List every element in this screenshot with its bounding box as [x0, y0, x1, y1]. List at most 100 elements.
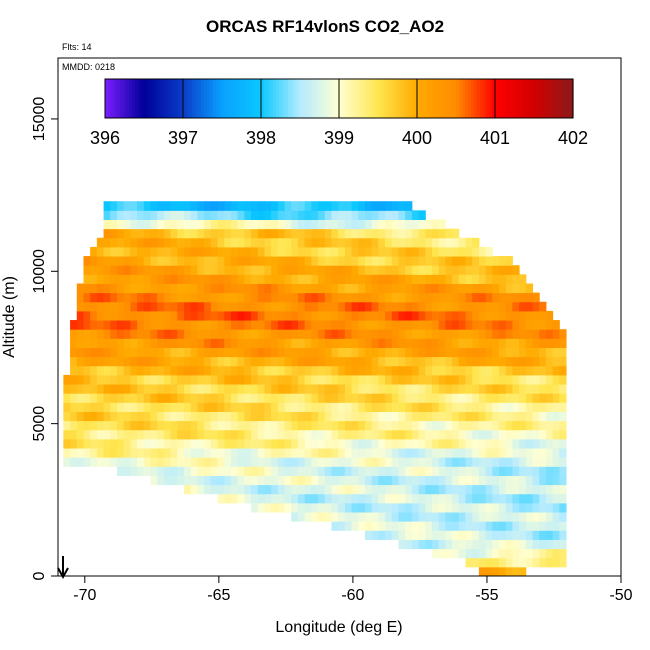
- heatmap-cell: [425, 512, 433, 522]
- heatmap-cell: [318, 301, 326, 312]
- heatmap-cell: [431, 228, 440, 239]
- heatmap-cell: [224, 237, 232, 248]
- heatmap-cell: [331, 374, 339, 385]
- heatmap-cell: [83, 365, 91, 376]
- heatmap-cell: [378, 420, 386, 431]
- heatmap-cell: [398, 457, 406, 467]
- heatmap-cell: [331, 228, 339, 239]
- heatmap-cell: [499, 539, 507, 550]
- heatmap-cell: [452, 237, 460, 248]
- colorbar-swatch: [336, 79, 340, 118]
- heatmap-cell: [237, 475, 245, 486]
- heatmap-cell: [431, 384, 440, 394]
- heatmap-cell: [331, 274, 339, 284]
- heatmap-cell: [458, 237, 466, 248]
- heatmap-cell: [351, 429, 359, 440]
- heatmap-cell: [331, 484, 339, 495]
- heatmap-cell: [190, 393, 198, 403]
- colorbar-swatch: [270, 79, 274, 118]
- heatmap-cell: [478, 310, 487, 321]
- heatmap-cell: [385, 338, 393, 348]
- colorbar-swatch: [495, 79, 499, 118]
- heatmap-cell: [90, 438, 98, 449]
- heatmap-cell: [184, 237, 192, 248]
- heatmap-cell: [485, 347, 493, 358]
- heatmap-cell: [324, 310, 332, 321]
- heatmap-cell: [338, 246, 346, 257]
- heatmap-cell: [378, 475, 386, 486]
- heatmap-cell: [237, 301, 245, 312]
- heatmap-cell: [297, 265, 306, 275]
- heatmap-cell: [116, 219, 125, 230]
- heatmap-cell: [378, 484, 386, 495]
- heatmap-cell: [324, 356, 332, 367]
- heatmap-cell: [371, 246, 379, 257]
- heatmap-cell: [411, 484, 420, 495]
- heatmap-cell: [438, 219, 446, 230]
- heatmap-cell: [452, 301, 460, 312]
- heatmap-cell: [499, 310, 507, 321]
- heatmap-cell: [177, 466, 185, 476]
- heatmap-cell: [505, 429, 513, 440]
- heatmap-cell: [364, 502, 373, 513]
- heatmap-cell: [391, 493, 399, 504]
- heatmap-cell: [438, 338, 446, 348]
- heatmap-cell: [251, 384, 259, 394]
- heatmap-cell: [264, 320, 272, 330]
- heatmap-cell: [277, 429, 286, 440]
- colorbar-swatch: [492, 79, 496, 118]
- heatmap-cell: [338, 228, 346, 239]
- heatmap-cell: [230, 219, 239, 230]
- heatmap-cell: [525, 356, 534, 367]
- heatmap-cell: [338, 466, 346, 476]
- heatmap-cell: [96, 265, 105, 275]
- heatmap-cell: [157, 393, 165, 403]
- heatmap-cell: [137, 301, 145, 312]
- heatmap-cell: [150, 301, 158, 312]
- heatmap-cell: [70, 347, 78, 358]
- heatmap-cell: [425, 219, 433, 230]
- heatmap-cell: [411, 429, 420, 440]
- colorbar-swatch: [342, 79, 346, 118]
- heatmap-cell: [90, 310, 98, 321]
- heatmap-cell: [257, 484, 265, 495]
- heatmap-cell: [445, 429, 453, 440]
- heatmap-cell: [110, 365, 118, 376]
- heatmap-cell: [351, 484, 359, 495]
- heatmap-cell: [177, 201, 185, 211]
- colorbar-swatch: [396, 79, 400, 118]
- heatmap-cell: [143, 329, 151, 339]
- heatmap-cell: [103, 219, 111, 230]
- heatmap-cell: [157, 457, 165, 467]
- heatmap-cell: [512, 310, 520, 321]
- heatmap-cell: [358, 301, 366, 312]
- heatmap-cell: [552, 438, 560, 449]
- heatmap-cell: [344, 402, 353, 412]
- heatmap-cell: [351, 384, 359, 394]
- heatmap-cell: [445, 420, 453, 431]
- heatmap-cell: [478, 347, 487, 358]
- heatmap-cell: [371, 219, 379, 230]
- heatmap-cell: [163, 411, 172, 422]
- heatmap-cell: [244, 310, 252, 321]
- heatmap-cell: [271, 411, 279, 422]
- heatmap-cell: [485, 256, 493, 266]
- heatmap-cell: [431, 347, 440, 358]
- heatmap-cell: [291, 201, 299, 211]
- heatmap-cell: [304, 228, 312, 239]
- heatmap-cell: [525, 448, 534, 458]
- heatmap-cell: [251, 484, 259, 495]
- heatmap-cell: [251, 493, 259, 504]
- heatmap-cell: [163, 356, 172, 367]
- heatmap-cell: [318, 228, 326, 239]
- heatmap-cell: [438, 365, 446, 376]
- heatmap-cell: [291, 420, 299, 431]
- heatmap-cell: [237, 347, 245, 358]
- colorbar-swatch: [186, 79, 190, 118]
- heatmap-cell: [492, 338, 500, 348]
- heatmap-cell: [170, 393, 178, 403]
- heatmap-cell: [545, 466, 554, 476]
- heatmap-cell: [318, 210, 326, 220]
- heatmap-cell: [499, 265, 507, 275]
- heatmap-cell: [116, 283, 125, 294]
